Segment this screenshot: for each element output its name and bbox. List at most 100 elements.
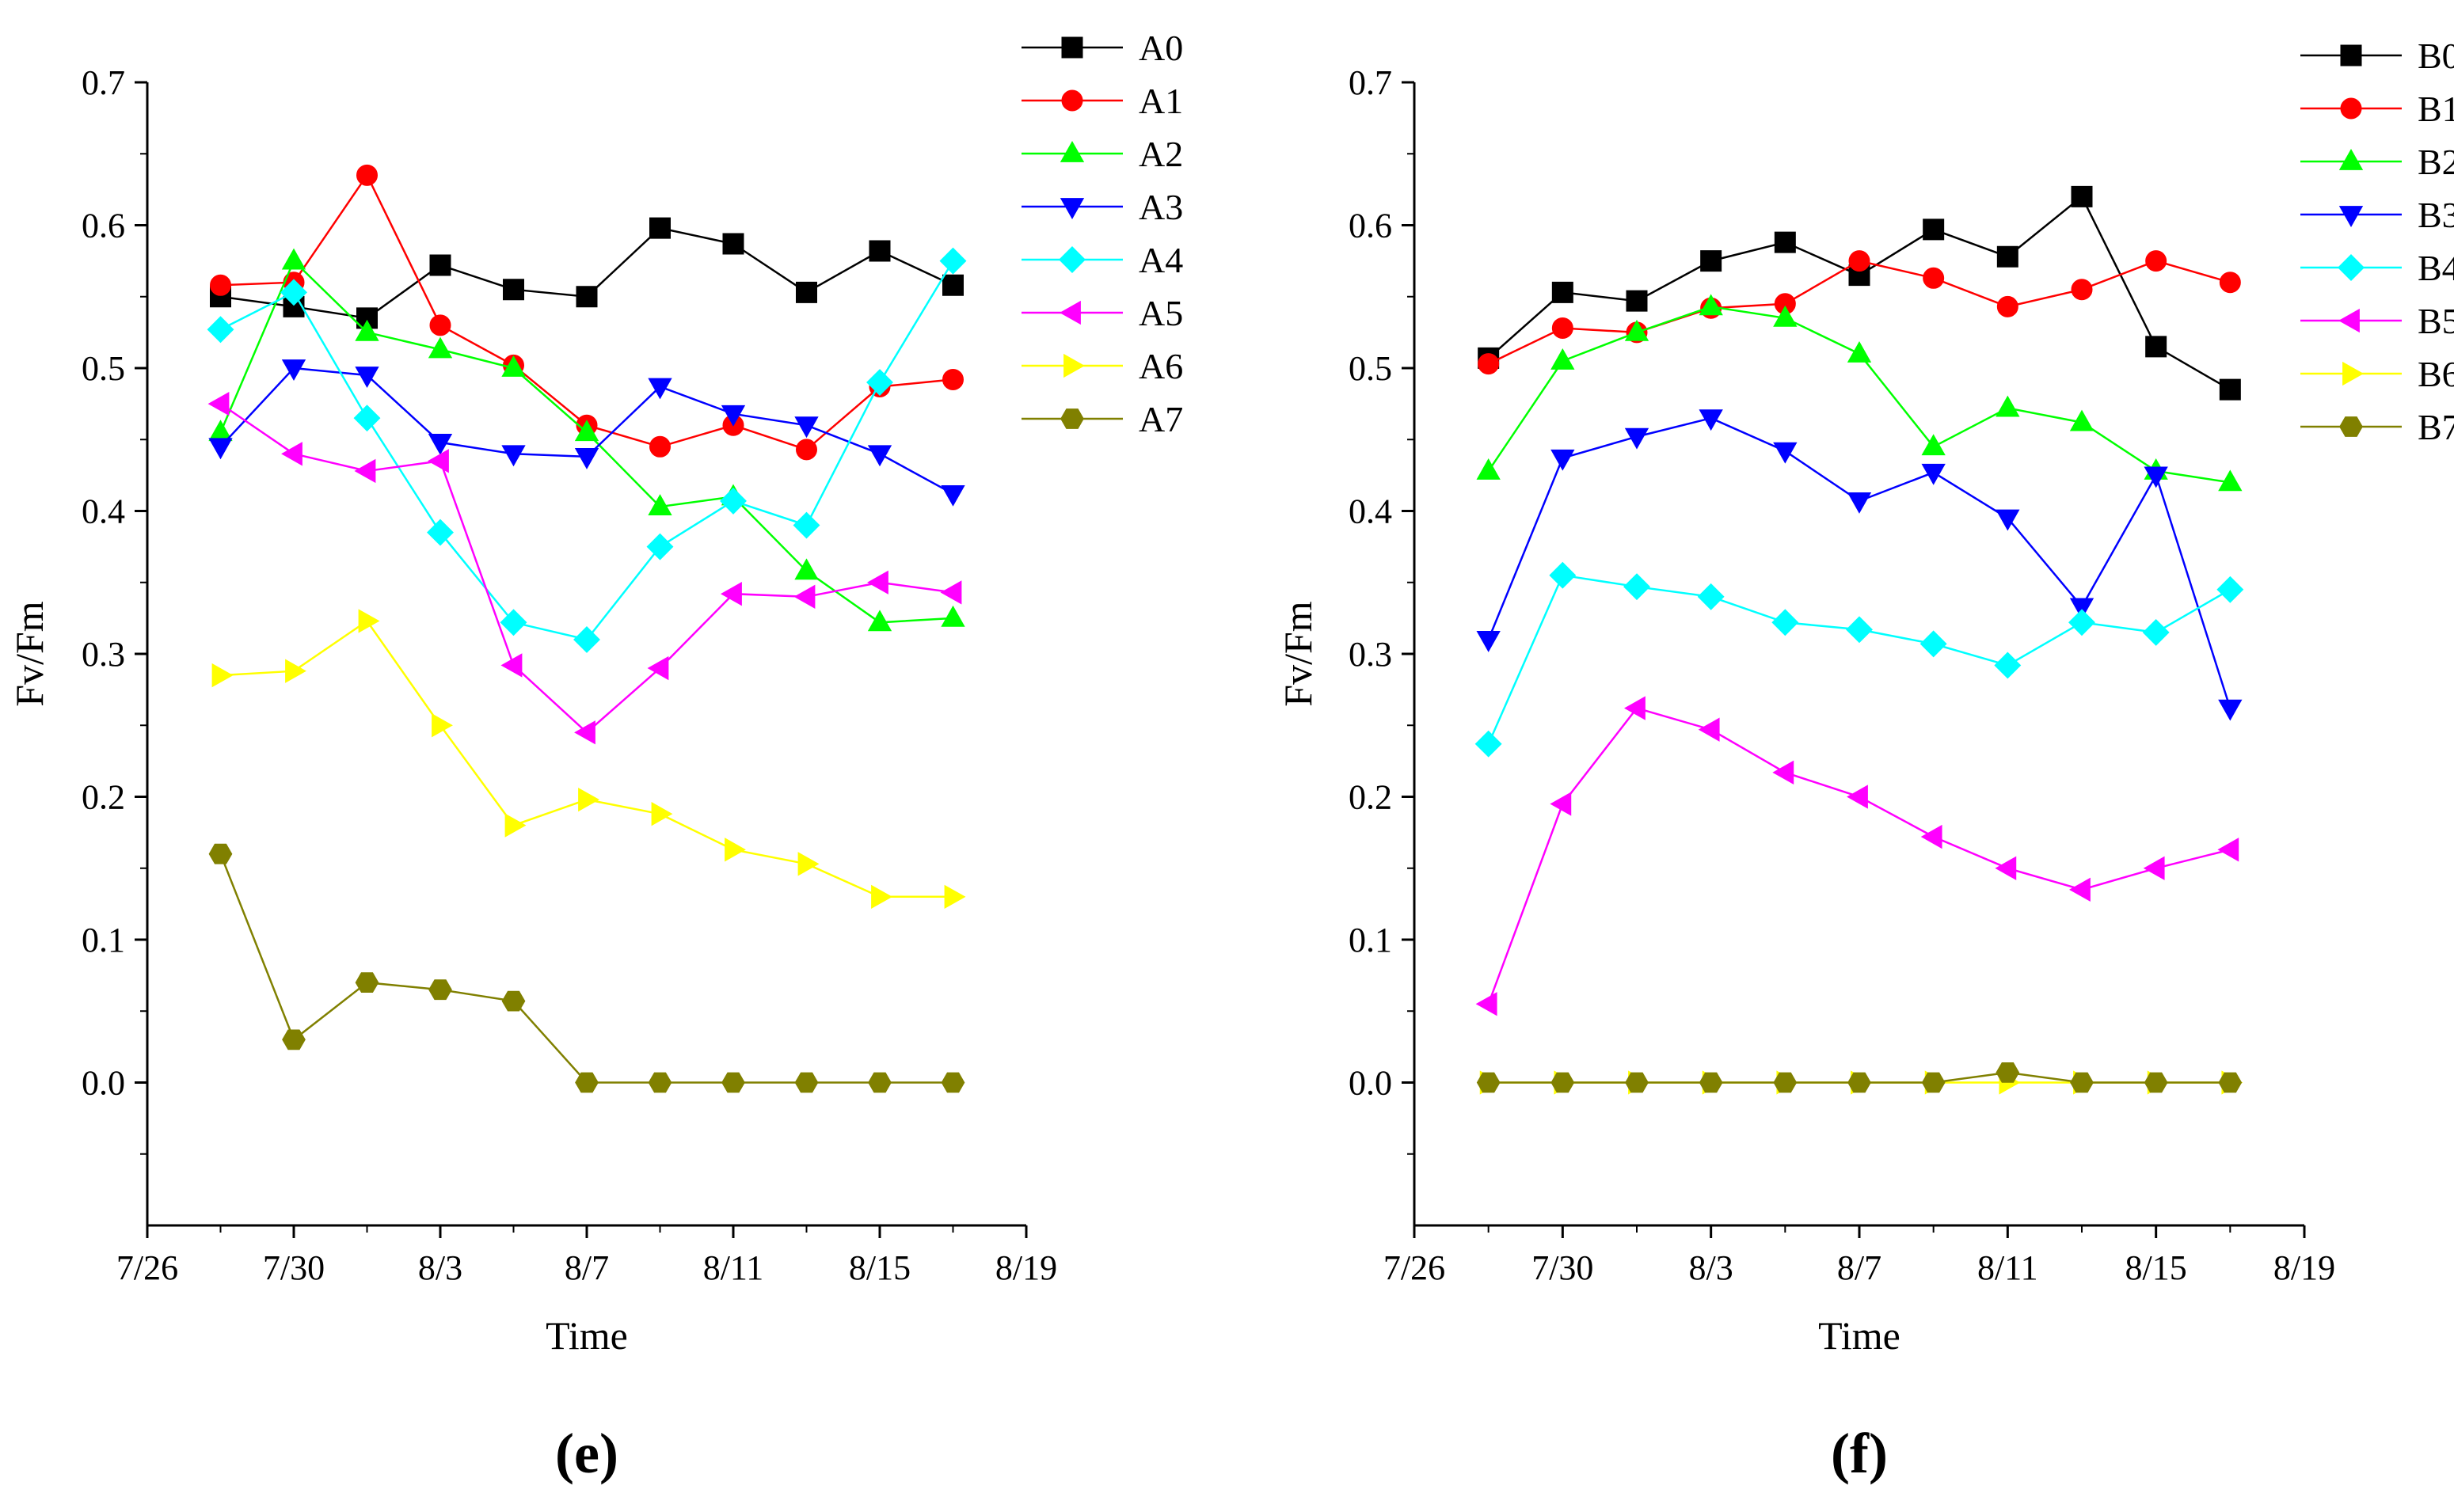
data-point [867,570,888,595]
data-point [1697,583,1725,610]
y-tick-label: 0.4 [1349,492,1392,531]
data-point [427,519,454,546]
data-point [576,286,598,308]
data-point [1774,231,1796,253]
data-point [1846,616,1873,644]
x-tick-label: 8/7 [565,1248,609,1287]
legend-item-A0: A0 [1022,28,1183,68]
data-point [503,279,524,301]
series-B2 [1476,294,2243,492]
data-point [794,1072,819,1093]
legend-label: B3 [2418,195,2454,235]
data-point [1773,305,1798,327]
data-point [941,605,965,627]
data-point [2069,409,2094,431]
data-point [793,584,816,609]
data-point [574,720,595,745]
legend-marker [2338,308,2360,333]
legend-marker [1060,408,1084,429]
legend-item-B2: B2 [2300,142,2454,182]
legend-marker [1061,36,1083,59]
data-point [2069,598,2094,620]
x-tick-label: 7/26 [116,1248,178,1287]
series-A7 [208,843,965,1093]
legend-item-A4: A4 [1022,240,1183,280]
legend-marker [1060,198,1085,219]
legend-marker [2338,254,2365,281]
data-point [356,164,378,186]
y-tick-label: 0.1 [82,921,125,959]
legend-item-A1: A1 [1022,81,1183,121]
data-point [428,449,449,473]
series-A1 [210,164,964,461]
data-point [2142,618,2170,646]
legend-marker [2338,206,2364,227]
y-tick-label: 0.2 [82,778,125,817]
data-point [207,316,234,344]
data-point [2219,272,2241,294]
data-point [1626,290,1648,312]
legend-marker [2340,44,2362,66]
data-point [651,802,673,826]
data-point [1476,631,1501,652]
data-point [1623,573,1650,601]
legend-item-A3: A3 [1022,187,1183,227]
data-point [1920,824,1942,849]
data-point [2143,856,2165,880]
legend-item-A2: A2 [1022,134,1183,174]
legend-label: A3 [1139,187,1183,227]
series-line [1487,707,2231,1005]
data-point [940,580,962,605]
data-point [1551,281,1573,303]
data-point [1994,652,2022,679]
data-point [1474,730,1502,758]
data-point [210,274,231,296]
series-B5 [1475,696,2239,1016]
data-point [1698,717,1720,742]
data-point [871,884,892,910]
data-point [429,314,451,336]
series-line [1487,306,2231,484]
series-A6 [211,609,966,910]
data-point [721,405,746,427]
data-point [721,1072,745,1093]
data-point [868,1072,892,1093]
data-point [1699,409,1723,431]
data-point [432,713,453,738]
legend-item-B6: B6 [2300,354,2454,394]
data-point [354,458,376,484]
data-point [578,787,599,812]
legend-label: A5 [1139,293,1183,333]
data-point [1847,1072,1871,1093]
data-point [1549,561,1577,589]
data-point [2070,1072,2094,1093]
data-point [208,843,233,864]
data-point [2218,469,2243,492]
data-point [1996,1062,2020,1083]
data-point [2145,250,2167,272]
data-point [796,439,817,461]
legend-label: A2 [1139,134,1183,174]
data-point [2217,838,2239,862]
y-tick-label: 0.4 [82,492,125,531]
data-point [1919,630,1947,658]
data-point [2144,466,2168,488]
data-point [501,355,526,377]
data-point [1550,1072,1575,1093]
y-tick-label: 0.7 [1349,63,1392,102]
data-point [869,240,891,262]
data-point [1773,442,1798,464]
data-point [941,1072,965,1093]
data-point [428,433,453,455]
data-point [208,438,233,460]
data-point [725,838,746,862]
legend-item-A6: A6 [1022,346,1183,386]
x-tick-label: 8/3 [1689,1248,1733,1287]
data-point [1550,449,1575,471]
legend-label: B4 [2418,248,2454,288]
legend-label: A0 [1139,28,1183,68]
data-point [2071,279,2093,301]
series-A4 [207,247,967,653]
legend-item-B0: B0 [2300,36,2454,76]
